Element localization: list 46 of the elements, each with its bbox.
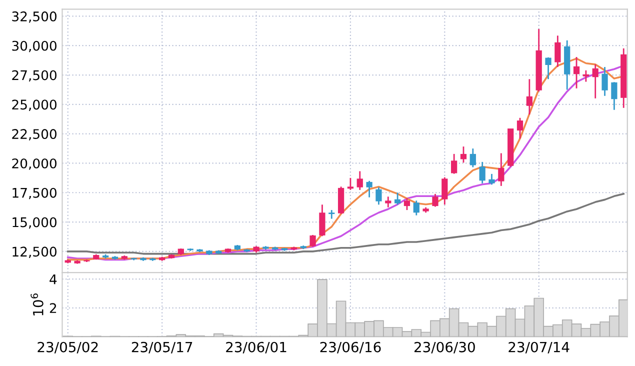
candlestick xyxy=(404,197,410,211)
candlestick xyxy=(554,34,561,68)
candlestick xyxy=(479,161,486,184)
y-tick-label: 2 xyxy=(50,303,56,313)
candlestick xyxy=(582,70,589,82)
y-tick-label: 27,500 xyxy=(12,70,56,82)
candlestick xyxy=(602,66,608,97)
candlestick xyxy=(376,186,382,206)
candlestick xyxy=(470,148,476,168)
line-series xyxy=(66,192,625,255)
candlestick xyxy=(460,146,467,164)
candlestick xyxy=(366,180,372,198)
candlestick xyxy=(347,177,354,191)
x-tick-label: 23/07/14 xyxy=(508,342,570,354)
x-tick-label: 23/06/01 xyxy=(226,342,286,354)
candlestick xyxy=(394,192,401,206)
y-tick-label: 25,000 xyxy=(12,100,56,111)
candlestick xyxy=(611,81,618,111)
y-tick-label: 22,500 xyxy=(12,129,56,140)
candlestick xyxy=(442,176,448,206)
candlestick xyxy=(526,78,532,116)
candlestick xyxy=(592,64,598,100)
candlestick xyxy=(413,200,420,216)
candlestick xyxy=(385,196,392,208)
x-tick-label: 23/06/16 xyxy=(320,342,381,354)
y-tick-label: 15,000 xyxy=(12,217,56,229)
candlestick xyxy=(356,170,363,191)
x-tick-label: 23/06/30 xyxy=(414,342,475,354)
x-tick-label: 23/05/17 xyxy=(132,342,192,354)
y-tick-label: 4 xyxy=(50,274,57,284)
candlestick xyxy=(545,56,552,80)
candlestick xyxy=(310,234,316,248)
candlestick xyxy=(432,193,438,208)
candlestick xyxy=(573,56,580,90)
candlestick xyxy=(451,153,458,175)
y-tick-label: 30,000 xyxy=(12,40,56,52)
candlestick xyxy=(319,204,326,237)
y-tick-label: 12,500 xyxy=(12,246,56,258)
candlestick xyxy=(516,117,524,140)
candlestick xyxy=(488,173,495,186)
y-tick-label: 32,500 xyxy=(12,11,56,23)
y-tick-label: 20,000 xyxy=(12,158,56,170)
x-tick-label: 23/05/02 xyxy=(38,342,98,354)
candlestick xyxy=(498,152,504,187)
y-tick-label: 17,500 xyxy=(12,188,56,200)
y-axis-title: 10$^{6}$ xyxy=(30,294,44,316)
